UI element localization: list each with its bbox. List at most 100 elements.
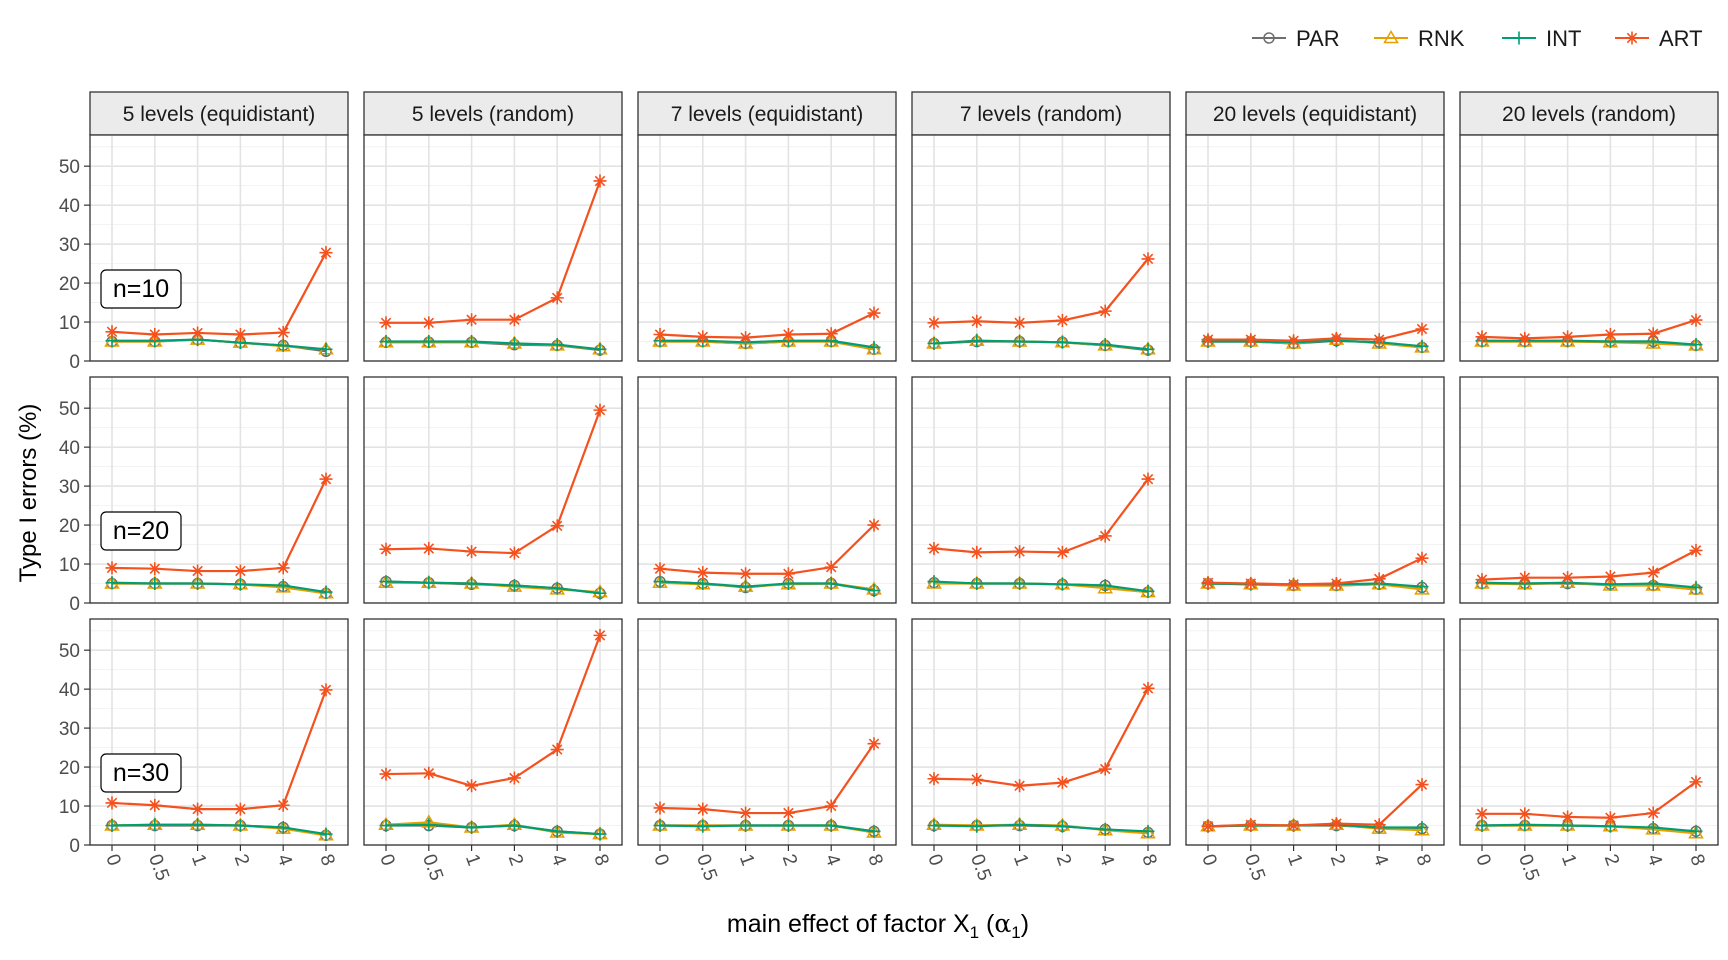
data-point-art — [927, 316, 941, 330]
data-point-int — [1098, 578, 1112, 592]
data-point-int — [739, 580, 753, 594]
data-point-art — [1518, 331, 1532, 345]
data-point-int — [970, 577, 984, 591]
data-point-art — [1141, 252, 1155, 266]
panel-background — [364, 377, 622, 603]
panel-n-30-20-levels-random — [1459, 618, 1719, 846]
data-point-int — [867, 824, 881, 838]
series-line-int — [659, 824, 875, 833]
data-point-art — [1603, 328, 1617, 342]
data-point-int — [1475, 819, 1489, 833]
x-tick-label: 0.5 — [418, 852, 447, 884]
data-point-int — [927, 819, 941, 833]
row-label-text: n=10 — [113, 275, 169, 303]
data-point-int — [927, 336, 941, 350]
panel-n-10-20-levels-random — [1459, 134, 1719, 362]
series-line-art — [385, 634, 602, 787]
data-point-art — [148, 798, 162, 812]
facet-strip-background — [1185, 91, 1445, 136]
panel-border — [1459, 618, 1719, 846]
data-point-art — [1415, 551, 1429, 565]
panel-n-30-20-levels-equidistant — [1185, 618, 1445, 846]
y-tick-label: 50 — [59, 399, 80, 420]
series-int — [653, 819, 881, 838]
data-point-int — [465, 335, 479, 349]
data-point-art — [422, 541, 436, 555]
data-point-int — [550, 338, 564, 352]
data-point-art — [1372, 333, 1386, 347]
panel-border — [637, 376, 897, 604]
data-point-art — [319, 472, 333, 486]
panel-border — [1185, 618, 1445, 846]
data-point-art — [824, 799, 838, 813]
x-tick-label: 4 — [547, 852, 570, 870]
data-point-art — [1518, 571, 1532, 585]
series-int — [105, 818, 333, 841]
panel-n-20-7-levels-equidistant — [637, 376, 897, 604]
facet-strip-background — [911, 91, 1171, 136]
facet-strip-label: 20 levels (random) — [1502, 103, 1676, 126]
y-tick-label: 20 — [59, 274, 80, 295]
panel-border — [89, 376, 349, 604]
panel-background — [90, 619, 348, 845]
data-point-int — [507, 336, 521, 350]
data-point-int — [739, 819, 753, 833]
panel-border — [637, 618, 897, 846]
x-tick-label: 1 — [735, 852, 758, 869]
y-tick-label: 30 — [59, 477, 80, 498]
panel-background — [90, 377, 348, 603]
data-point-int — [1689, 824, 1703, 838]
panel-n-10-5-levels-equidistant: n=10 — [89, 134, 349, 362]
data-point-int — [276, 338, 290, 352]
y-tick-label: 30 — [59, 719, 80, 740]
legend-item-par: PAR — [1252, 26, 1340, 51]
data-point-int — [781, 819, 795, 833]
data-point-art — [507, 771, 521, 785]
data-point-int — [105, 819, 119, 833]
data-point-int — [1415, 820, 1429, 834]
panel-background — [364, 619, 622, 845]
data-point-art — [593, 403, 607, 417]
data-point-art — [867, 737, 881, 751]
panel-background — [912, 135, 1170, 361]
data-point-art — [1013, 316, 1027, 330]
data-point-int — [507, 578, 521, 592]
x-tick-label: 4 — [273, 852, 296, 870]
data-point-art — [422, 766, 436, 780]
y-tick-label: 20 — [59, 758, 80, 779]
x-tick-label: 0 — [649, 852, 672, 869]
data-point-art — [276, 798, 290, 812]
row-label-n-30: n=30 — [100, 753, 182, 793]
data-point-art — [781, 567, 795, 581]
facet-strip-7-levels-random: 7 levels (random) — [911, 91, 1171, 136]
series-line-int — [660, 339, 875, 349]
data-point-art — [593, 628, 607, 642]
series-int — [379, 335, 607, 356]
data-point-int — [696, 577, 710, 591]
data-point-int — [1013, 335, 1027, 349]
data-point-int — [276, 820, 290, 834]
y-tick-label: 20 — [59, 516, 80, 537]
panel-border — [637, 134, 897, 362]
series-art — [653, 737, 881, 820]
data-point-art — [550, 519, 564, 533]
y-tick-label: 0 — [69, 594, 80, 615]
x-tick-label: 8 — [1685, 852, 1708, 869]
data-point-int — [233, 577, 247, 591]
data-point-int — [379, 335, 393, 349]
data-point-art — [191, 326, 205, 340]
data-point-art — [1244, 577, 1258, 591]
x-tick-label: 0 — [923, 852, 946, 869]
panel-background — [90, 135, 348, 361]
series-line-art — [933, 478, 1149, 554]
panel-background — [638, 135, 896, 361]
series-int — [927, 334, 1155, 356]
series-int — [927, 575, 1155, 598]
x-tick-label: 0 — [101, 852, 124, 869]
series-line-int — [1481, 823, 1697, 833]
x-tick-label: 0.5 — [1514, 852, 1543, 884]
panel-border — [1185, 134, 1445, 362]
series-line-art — [659, 312, 875, 339]
data-point-art — [696, 566, 710, 580]
